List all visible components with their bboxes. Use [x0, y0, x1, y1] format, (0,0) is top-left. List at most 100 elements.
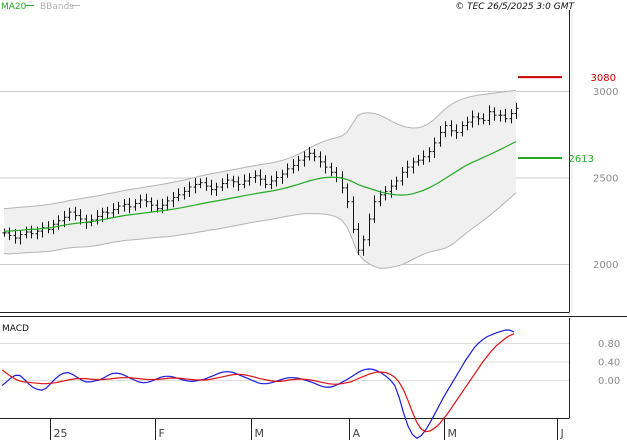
chart-frame: [0, 10, 627, 419]
ohlc-bar: [111, 203, 116, 217]
ohlc-bar: [323, 155, 328, 174]
ohlc-bar: [2, 228, 7, 237]
macd-y-tick-label: 0.40: [598, 358, 620, 369]
ohlc-bar: [509, 109, 514, 124]
ohlc-bar: [503, 108, 508, 123]
ohlc-bar: [165, 196, 170, 211]
ohlc-bar: [454, 124, 459, 139]
macd-signal-line: [1, 333, 515, 433]
macd-y-tick-label: 0.00: [598, 376, 620, 387]
ohlc-bar: [29, 225, 34, 239]
ohlc-bar: [274, 171, 279, 187]
ohlc-bar: [269, 175, 274, 190]
ohlc-bar: [476, 112, 481, 126]
copyright-label: © TEC 26/5/2025 3:0 GMT: [455, 2, 575, 12]
ohlc-bar: [24, 226, 29, 239]
ohlc-bar: [405, 160, 410, 178]
ohlc-bar: [236, 176, 241, 191]
ohlc-bar: [40, 222, 45, 238]
ohlc-bar: [209, 179, 214, 196]
ohlc-bar: [263, 174, 268, 189]
ohlc-bar: [18, 230, 23, 245]
ohlc-bar: [225, 173, 230, 189]
x-tick-label: M: [255, 427, 265, 440]
ohlc-bar: [214, 182, 219, 197]
ohlc-bar: [416, 154, 421, 166]
ohlc-bar: [345, 183, 350, 209]
ohlc-bar: [155, 199, 160, 213]
ohlc-bar: [449, 120, 454, 137]
ohlc-bar: [372, 195, 377, 223]
ohlc-bar: [198, 178, 203, 189]
ohlc-bar: [56, 215, 61, 230]
resistance-value: 3080: [591, 73, 616, 84]
x-tick-label: J: [560, 427, 564, 440]
ohlc-bar: [351, 196, 356, 234]
ohlc-bar: [133, 199, 138, 211]
macd-lines: [1, 329, 515, 440]
ohlc-bar: [367, 213, 372, 247]
ohlc-bar: [427, 147, 432, 163]
ohlc-bar: [122, 198, 127, 212]
bbands-lower-line: [3, 192, 517, 269]
bbands-legend-label: BBands: [40, 2, 74, 12]
ohlc-bar: [73, 206, 78, 221]
ohlc-bar: [329, 162, 334, 177]
ohlc-bar: [280, 169, 285, 184]
ohlc-bar: [421, 150, 426, 165]
ohlc-bar: [138, 194, 143, 209]
support-value: 2613: [569, 154, 594, 165]
ohlc-bar: [356, 222, 361, 255]
ohlc-bar: [432, 137, 437, 158]
ohlc-bar: [514, 102, 519, 120]
ohlc-bar: [291, 158, 296, 174]
ohlc-bar: [258, 169, 263, 186]
ohlc-bar: [105, 206, 110, 220]
bbands-upper-line: [3, 89, 517, 210]
price-y-tick-label: 2500: [593, 174, 618, 185]
ohlc-bar: [193, 178, 198, 194]
ohlc-bar: [411, 157, 416, 174]
ohlc-bar: [182, 187, 187, 200]
price-y-tick-label: 2000: [593, 260, 618, 271]
ma-legend-label: MA20: [1, 2, 27, 12]
ohlc-bar: [127, 197, 132, 214]
ohlc-bar: [443, 121, 448, 138]
ohlc-bar: [13, 229, 18, 244]
ohlc-bar: [220, 178, 225, 191]
macd-line: [1, 329, 515, 440]
ohlc-bar: [231, 175, 236, 188]
ohlc-bar: [171, 192, 176, 208]
ohlc-bar: [242, 174, 247, 189]
ohlc-bar: [318, 151, 323, 168]
ohlc-bar: [361, 235, 366, 256]
ma20-line: [4, 140, 517, 232]
ohlc-bar: [187, 181, 192, 197]
x-tick-label: M: [448, 427, 458, 440]
ohlc-bar: [460, 121, 465, 137]
ohlc-bar: [7, 227, 12, 241]
moving-average: [4, 140, 517, 232]
x-tick-label: 25: [54, 427, 68, 440]
ohlc-bar: [481, 113, 486, 125]
ohlc-bar: [176, 188, 181, 202]
price-y-tick-label: 3000: [593, 87, 618, 98]
ohlc-bar: [62, 210, 67, 228]
ohlc-bar: [116, 201, 121, 215]
ohlc-bar: [400, 166, 405, 186]
ohlc-bar: [285, 163, 290, 178]
ohlc-bar: [302, 151, 307, 167]
ohlc-bar: [149, 197, 154, 212]
ohlc-bar: [204, 177, 209, 191]
ohlc-bar: [492, 107, 497, 121]
ohlc-bar: [438, 126, 443, 147]
ohlc-bar: [89, 214, 94, 227]
price-levels: 3080 2613: [518, 73, 616, 165]
macd-panel-title: MACD: [2, 324, 29, 334]
x-tick-label: A: [353, 427, 361, 440]
ohlc-bar: [67, 207, 72, 222]
ohlc-bar: [465, 116, 470, 131]
ohlc-bar: [296, 155, 301, 171]
